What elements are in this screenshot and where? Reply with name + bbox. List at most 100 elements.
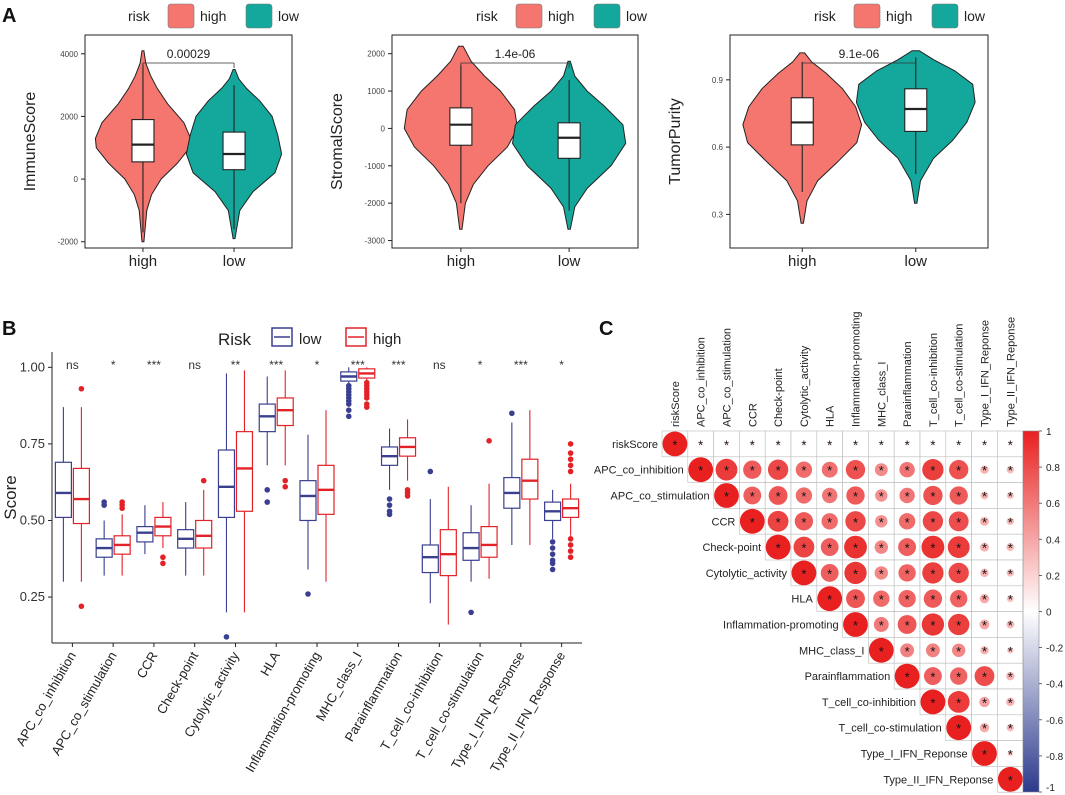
outlier-point-high — [567, 554, 574, 561]
correlation-circle — [900, 643, 915, 658]
significance-star: * — [879, 644, 884, 659]
significance-star: * — [905, 463, 910, 478]
significance-star: * — [853, 592, 858, 607]
outlier-point-high — [282, 477, 289, 484]
significance-label: *** — [269, 358, 283, 372]
correlation-circle — [950, 667, 968, 685]
x-tick-label-low: low — [223, 253, 246, 270]
column-label-T_cell_co-stimulation: T_cell_co-stimulation — [954, 324, 966, 427]
significance-star: * — [776, 515, 781, 530]
y-axis-label: ImmuneScore — [22, 92, 39, 192]
x-tick-label-Check-point: Check-point — [154, 649, 202, 717]
outlier-point-high — [567, 456, 574, 463]
y-tick-label: 2000 — [60, 112, 78, 121]
x-tick-label-CCR: CCR — [133, 649, 160, 681]
plot-frame — [729, 34, 989, 249]
correlation-circle — [1006, 620, 1015, 629]
outlier-point-high — [486, 438, 492, 444]
correlation-circle — [948, 562, 969, 584]
correlation-circle — [724, 441, 729, 447]
correlation-circle — [923, 485, 943, 506]
significance-star: * — [1008, 721, 1013, 736]
significance-star: * — [879, 463, 884, 478]
correlation-circle — [1006, 697, 1015, 707]
correlation-circle — [982, 441, 987, 447]
significance-star: * — [930, 566, 935, 581]
correlation-circle — [899, 487, 915, 504]
outlier-point-high — [567, 441, 574, 447]
significance-label: * — [111, 358, 116, 372]
box-high — [235, 431, 254, 512]
correlation-circle — [791, 560, 817, 586]
significance-star: * — [801, 463, 806, 478]
outlier-point-low — [386, 496, 393, 502]
box-high — [439, 529, 457, 577]
x-tick-label-Inflammation-promoting: Inflammation-promoting — [242, 649, 323, 775]
correlation-circle — [739, 508, 765, 534]
legend-label-low: low — [626, 8, 648, 24]
significance-label: ** — [231, 358, 241, 372]
significance-star: * — [853, 489, 858, 504]
colorbar-tick-label: 0.6 — [1046, 499, 1060, 510]
significance-star: * — [1008, 541, 1013, 556]
significance-star: * — [956, 695, 961, 710]
significance-star: * — [982, 721, 987, 736]
significance-star: * — [930, 695, 935, 710]
correlation-circle — [794, 512, 814, 531]
correlation-circle — [898, 564, 916, 582]
significance-star: * — [724, 489, 729, 504]
plot-frame — [84, 34, 293, 249]
outlier-point-low — [427, 468, 434, 475]
significance-star: * — [853, 566, 858, 581]
significance-star: * — [827, 489, 832, 504]
correlation-circle — [846, 486, 865, 505]
correlation-circle — [980, 568, 989, 578]
significance-star: * — [1008, 644, 1013, 659]
box-high — [131, 119, 155, 163]
significance-star: * — [879, 489, 884, 504]
box-low — [217, 449, 236, 519]
correlation-circle — [873, 590, 890, 607]
boxplot-panel: B Risk low highScore0.250.500.751.00APC_co_… — [1, 318, 582, 775]
significance-star: * — [853, 437, 858, 452]
correlation-circle — [1007, 750, 1014, 757]
y-tick-label: 1.00 — [20, 359, 45, 374]
correlation-circle — [853, 441, 858, 447]
correlation-circle — [843, 612, 868, 637]
row-label-MHC_class_I: MHC_class_I — [799, 645, 864, 657]
correlation-circle — [845, 511, 866, 532]
correlation-circle — [844, 561, 867, 585]
row-label-T_cell_co-stimulation: T_cell_co-stimulation — [838, 723, 941, 735]
correlation-circle — [897, 615, 917, 634]
correlation-circle — [821, 513, 838, 530]
significance-star: * — [982, 618, 987, 633]
significance-star: * — [905, 489, 910, 504]
significance-label: ns — [433, 358, 446, 372]
legend-swatch-high — [167, 3, 195, 29]
colorbar-tick-label: -1 — [1046, 783, 1055, 794]
significance-star: * — [827, 541, 832, 556]
correlation-circle — [874, 566, 888, 580]
outlier-point-high — [78, 385, 85, 392]
correlation-circle — [822, 487, 838, 504]
correlation-circle — [873, 617, 889, 632]
box-high — [480, 525, 498, 558]
violin-panel-2: risk high low StromalScore -3000 -2000 -1000 0 1… — [329, 3, 648, 270]
legend: risk high low — [128, 3, 300, 29]
matrix-cell — [971, 559, 998, 587]
box-high — [276, 397, 294, 427]
correlation-circle — [925, 643, 940, 658]
significance-star: * — [982, 463, 987, 478]
correlation-circle — [1006, 543, 1015, 552]
outlier-point-high — [119, 505, 125, 512]
correlation-circle — [980, 465, 989, 474]
correlation-circle — [662, 431, 688, 457]
legend-title: risk — [476, 8, 499, 24]
significance-star: * — [930, 592, 935, 607]
correlation-circle — [768, 486, 788, 505]
correlation-circle — [948, 613, 970, 636]
significance-star: * — [750, 437, 755, 452]
colorbar-tick-label: 0.2 — [1046, 571, 1060, 582]
outlier-point-low — [509, 410, 515, 417]
correlation-circle — [923, 667, 942, 686]
